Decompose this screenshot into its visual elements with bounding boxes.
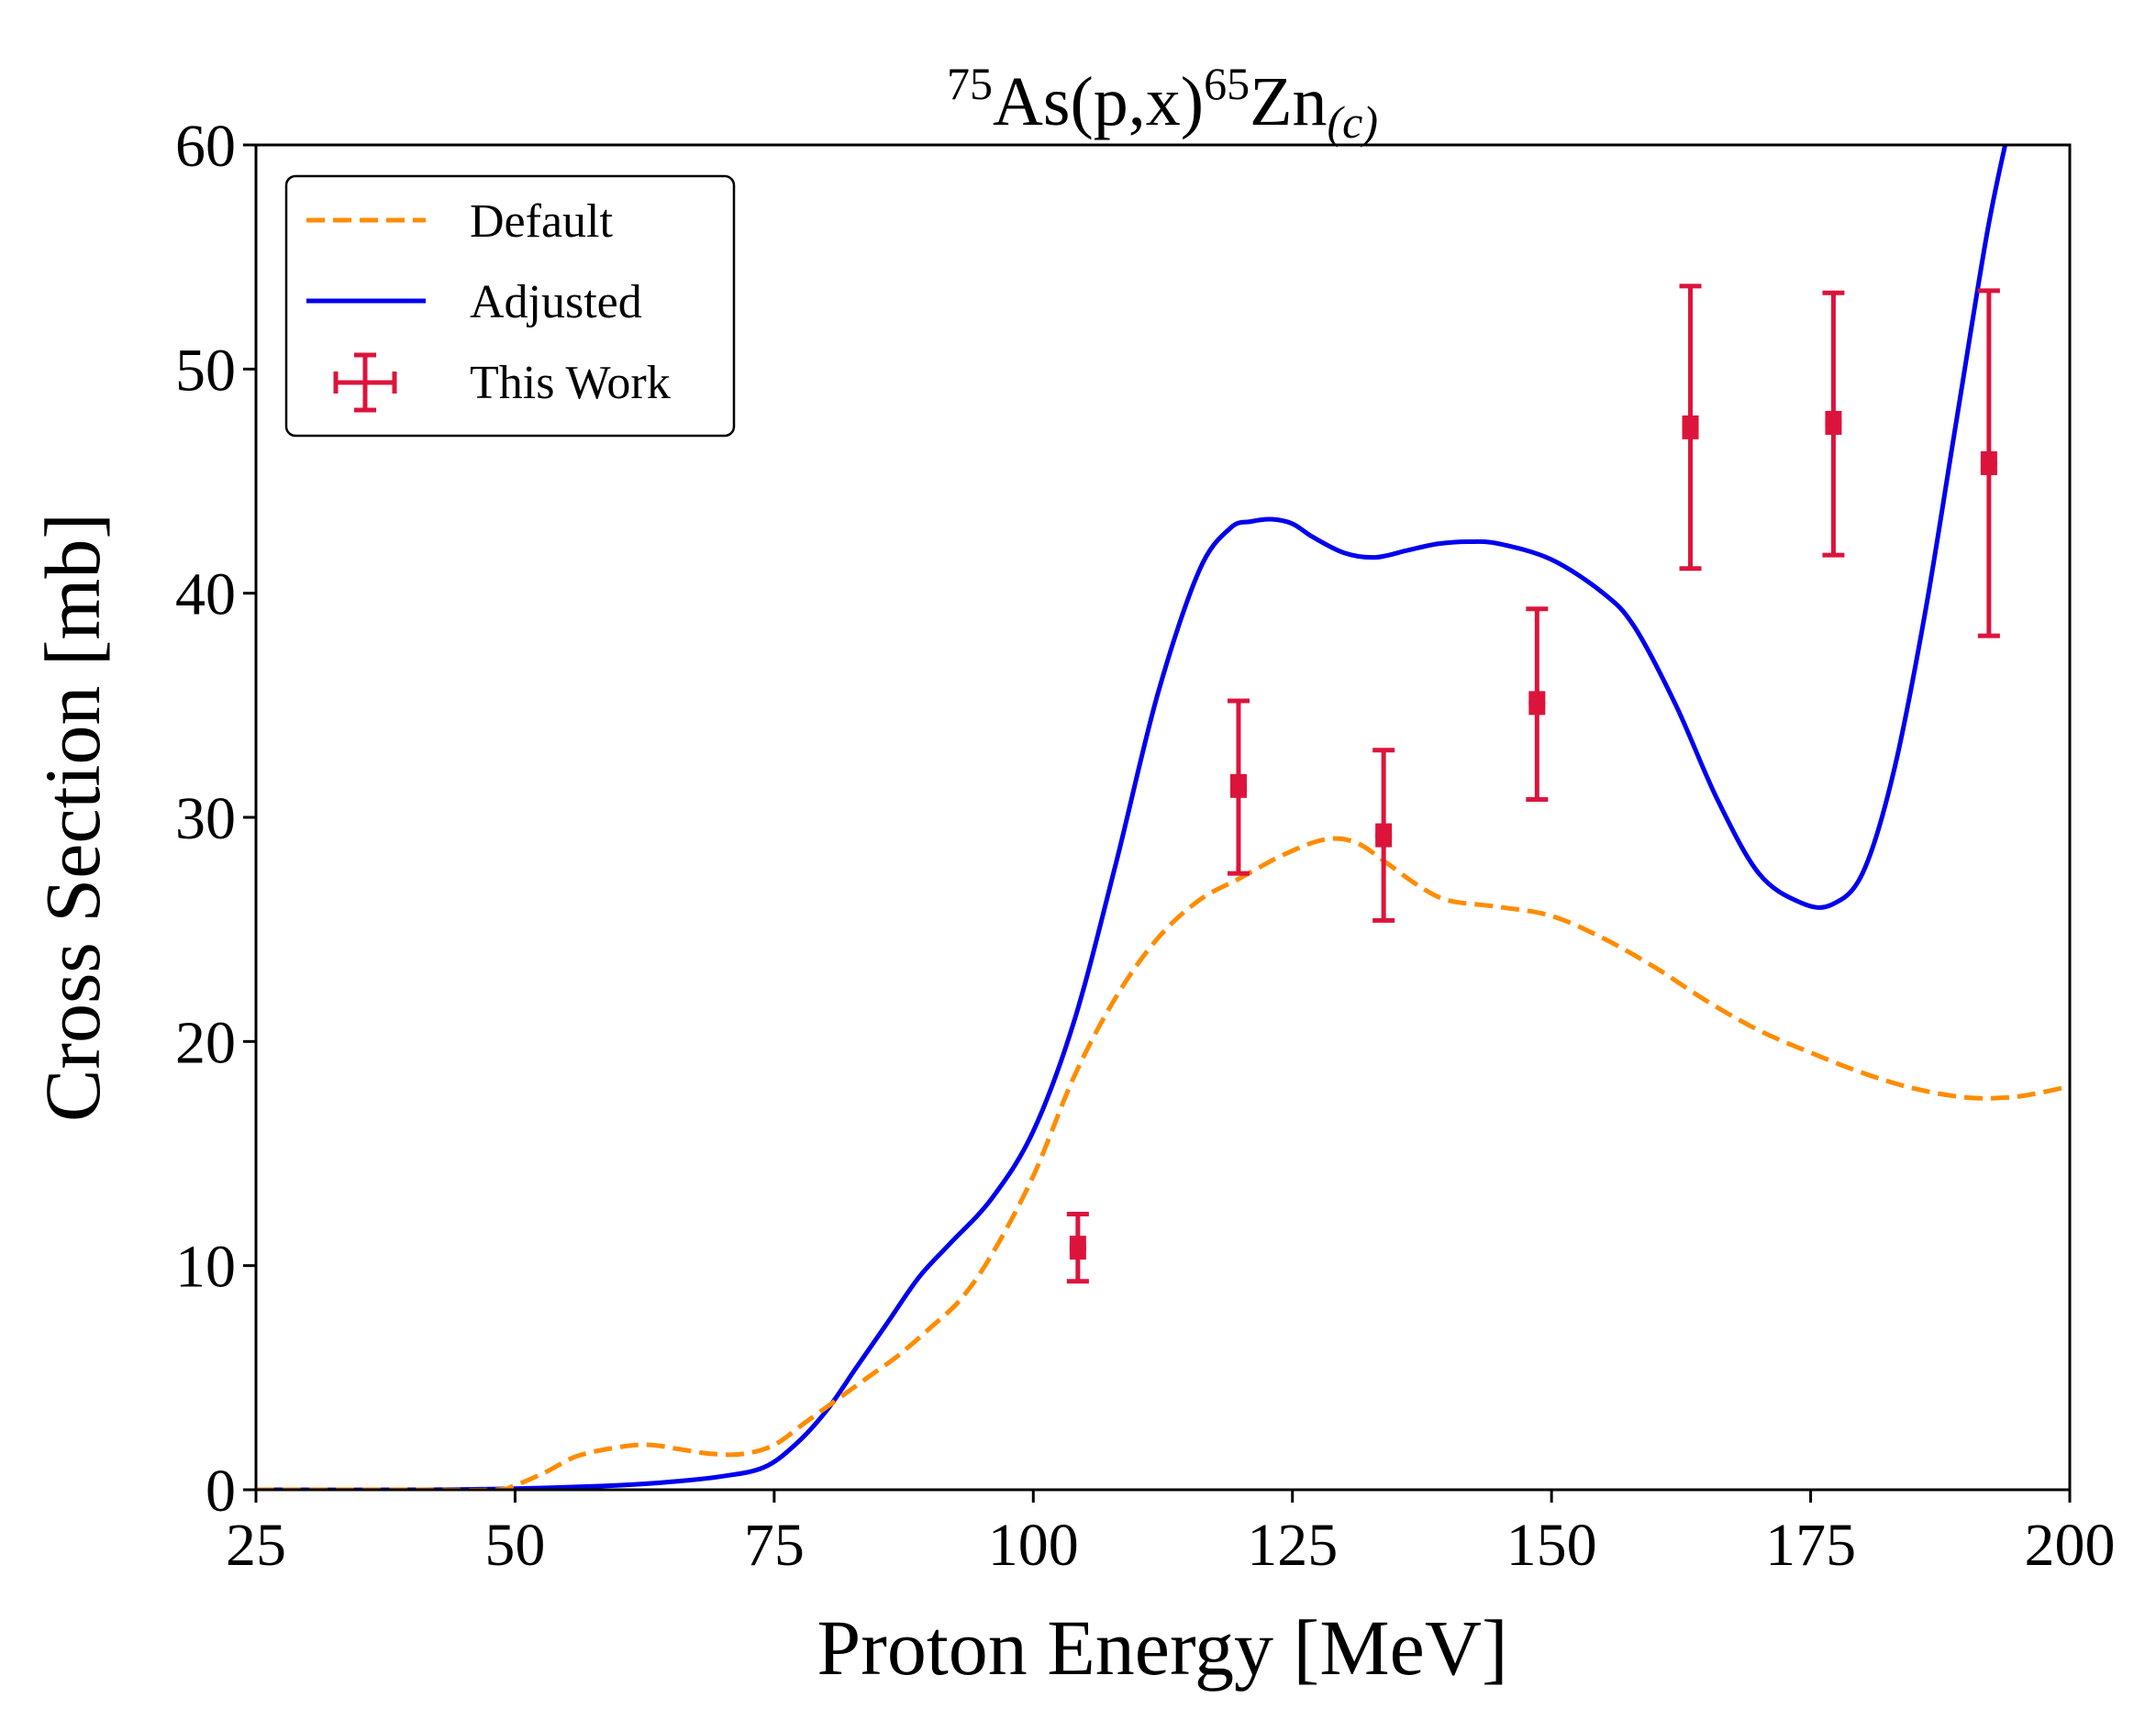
y-axis-ticks: 0 10 20 30 40 50 60 xyxy=(175,113,256,1525)
y-tick-label: 30 xyxy=(175,785,236,852)
legend-errorbar-swatch xyxy=(333,352,397,413)
legend: Default Adjusted This Work xyxy=(284,174,736,438)
x-axis-title: Proton Energy [MeV] xyxy=(817,1603,1507,1692)
y-axis-title: Cross Section [mb] xyxy=(28,513,117,1122)
y-tick-label: 50 xyxy=(175,337,236,404)
errorbar-marker xyxy=(1528,691,1546,716)
series-line-adjusted xyxy=(256,145,2008,1490)
x-tick-label: 25 xyxy=(226,1512,286,1579)
errorbar-point-7 xyxy=(1977,288,2000,638)
errorbar-point-4 xyxy=(1526,606,1549,802)
plot-lines xyxy=(256,145,2070,1490)
errorbar-marker xyxy=(1229,773,1247,798)
series-line-default xyxy=(256,836,2070,1490)
chart-title: 75As(p,x)65Zn(c) xyxy=(947,58,1378,148)
legend-adjusted-label: Adjusted xyxy=(470,276,642,328)
title-subscript: (c) xyxy=(1328,96,1379,148)
y-tick-label: 10 xyxy=(175,1234,236,1301)
x-tick-label: 100 xyxy=(988,1512,1079,1579)
legend-default-label: Default xyxy=(470,195,613,248)
y-tick-label: 20 xyxy=(175,1009,236,1076)
errorbar-point-6 xyxy=(1822,290,1845,558)
title-product: Zn xyxy=(1250,63,1327,140)
x-tick-label: 175 xyxy=(1765,1512,1856,1579)
errorbar-marker xyxy=(1980,450,1997,475)
errorbar-point-3 xyxy=(1373,748,1395,923)
errorbar-point-1 xyxy=(1066,1211,1089,1284)
errorbar-marker xyxy=(1375,823,1393,848)
title-mass-product: 65 xyxy=(1204,58,1250,109)
legend-box xyxy=(284,174,736,438)
title-mass-target: 75 xyxy=(947,58,993,109)
errorbar-marker xyxy=(1682,415,1699,439)
x-tick-label: 200 xyxy=(2025,1512,2116,1579)
x-tick-label: 125 xyxy=(1247,1512,1338,1579)
y-tick-label: 0 xyxy=(206,1458,236,1525)
title-target: As(p,x) xyxy=(993,63,1204,140)
errorbar-marker xyxy=(1825,410,1842,435)
legend-this-work-label: This Work xyxy=(470,357,671,409)
x-axis-ticks: 25 50 75 100 125 150 175 200 xyxy=(226,1490,2116,1579)
y-tick-label: 40 xyxy=(175,561,236,628)
y-tick-label: 60 xyxy=(175,113,236,180)
errorbar-marker xyxy=(1069,1236,1086,1260)
errorbar-point-5 xyxy=(1679,283,1702,571)
x-tick-label: 150 xyxy=(1506,1512,1597,1579)
errorbar-point-2 xyxy=(1227,698,1250,876)
x-tick-label: 50 xyxy=(484,1512,545,1579)
x-tick-label: 75 xyxy=(744,1512,805,1579)
plot-errorbars xyxy=(1066,283,2000,1284)
